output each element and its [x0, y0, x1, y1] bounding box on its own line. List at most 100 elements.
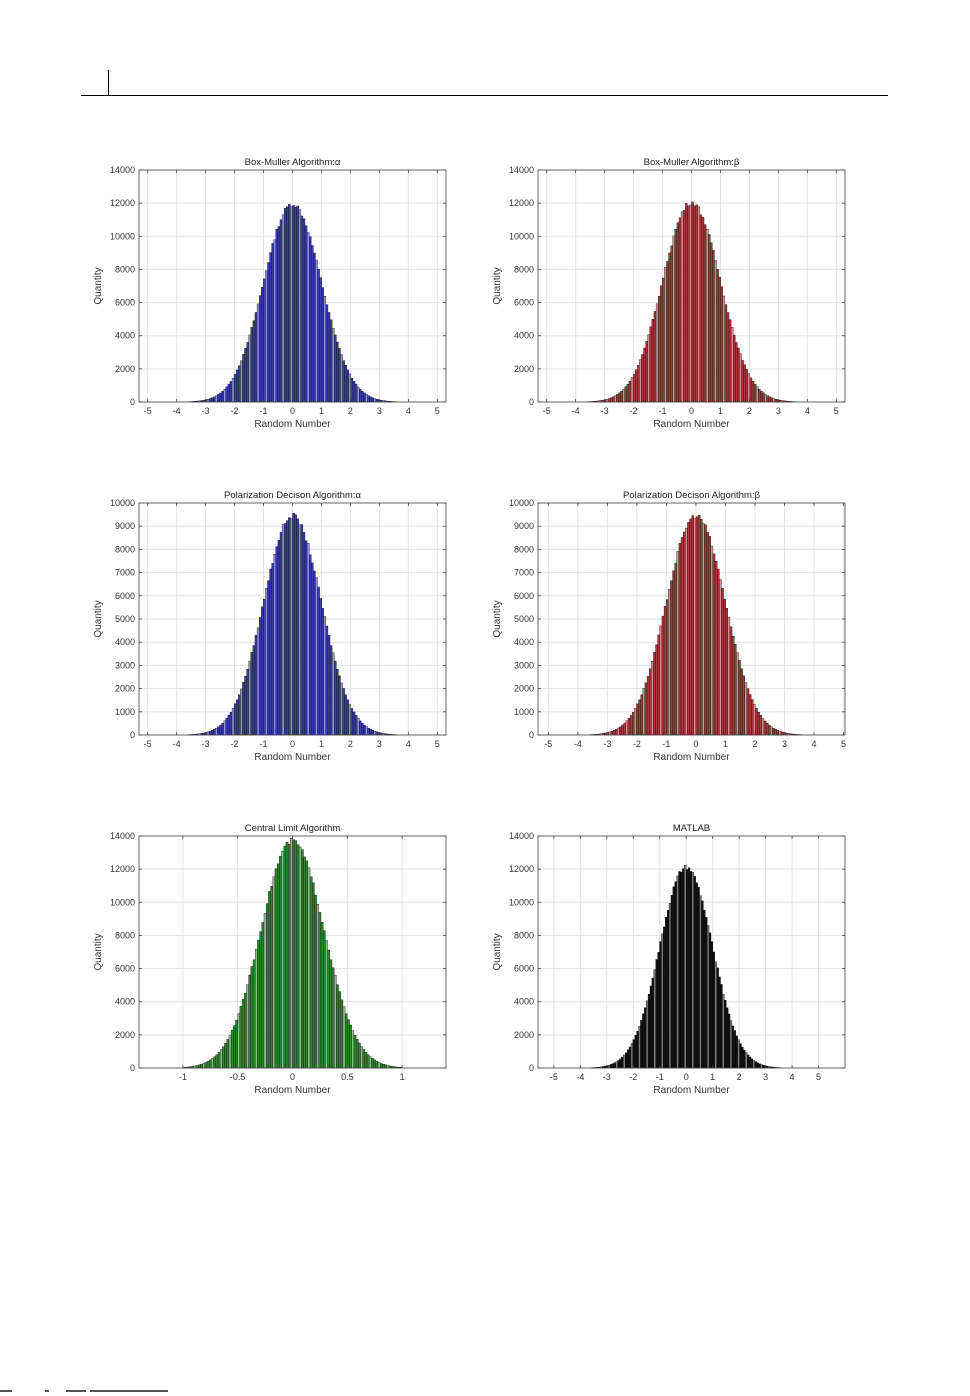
- x-tick-label: 3: [377, 739, 382, 749]
- header-rule: [81, 95, 888, 96]
- x-tick-label: -2: [633, 739, 641, 749]
- y-tick-label: 0: [130, 397, 135, 407]
- x-tick-label: 4: [406, 739, 411, 749]
- y-tick-label: 4000: [115, 997, 135, 1007]
- x-tick-label: -3: [202, 739, 210, 749]
- y-tick-label: 14000: [110, 165, 135, 175]
- x-tick-label: 5: [841, 739, 846, 749]
- x-tick-label: -4: [574, 739, 582, 749]
- x-tick-label: 5: [435, 406, 440, 416]
- y-tick-label: 6000: [115, 964, 135, 974]
- x-tick-label: 0: [290, 406, 295, 416]
- y-tick-label: 2000: [115, 364, 135, 374]
- x-tick-label: 2: [752, 739, 757, 749]
- x-tick-label: -0.5: [230, 1072, 246, 1082]
- histogram-bars: [590, 864, 782, 1069]
- x-tick-label: 0: [684, 1072, 689, 1082]
- y-tick-label: 8000: [115, 930, 135, 940]
- x-tick-label: 0: [693, 739, 698, 749]
- x-tick-label: 0: [290, 739, 295, 749]
- x-tick-label: -5: [544, 739, 552, 749]
- y-tick-label: 10000: [110, 897, 135, 907]
- y-tick-label: 14000: [509, 831, 534, 841]
- x-tick-label: -2: [629, 1072, 637, 1082]
- x-tick-label: 3: [782, 739, 787, 749]
- x-tick-label: 2: [348, 739, 353, 749]
- x-tick-label: 0: [290, 1072, 295, 1082]
- y-tick-label: 2000: [115, 684, 135, 694]
- y-axis-label: Quantity: [492, 933, 503, 970]
- x-tick-label: 0: [689, 406, 694, 416]
- x-axis-label: Random Number: [254, 1085, 331, 1096]
- x-tick-label: -5: [543, 406, 551, 416]
- x-tick-label: 4: [805, 406, 810, 416]
- y-tick-label: 6000: [115, 591, 135, 601]
- histogram-pd_beta: -5 -4 -3 -2 -1 0 1 2 3 4 5 0 1000 2000 3000 4000 5000 600…: [478, 483, 865, 775]
- x-tick-label: 1: [718, 406, 723, 416]
- y-tick-label: 2000: [115, 1030, 135, 1040]
- x-tick-label: -3: [601, 406, 609, 416]
- x-tick-label: 1: [319, 739, 324, 749]
- y-tick-label: 8000: [514, 930, 534, 940]
- y-tick-label: 0: [130, 730, 135, 740]
- chart-title: Central Limit Algorithm: [245, 823, 341, 834]
- x-tick-label: 1: [319, 406, 324, 416]
- x-tick-label: 5: [816, 1072, 821, 1082]
- histogram-clt: -1 -0.5 0 0.5 1 0 2000 4000 6000 8000 10000 12000 14…: [79, 816, 466, 1108]
- y-tick-label: 8000: [115, 264, 135, 274]
- y-tick-label: 7000: [514, 568, 534, 578]
- y-axis-label: Quantity: [93, 933, 104, 970]
- x-tick-label: 3: [763, 1072, 768, 1082]
- y-tick-label: 5000: [115, 614, 135, 624]
- x-tick-label: -5: [144, 739, 152, 749]
- x-tick-label: -3: [202, 406, 210, 416]
- x-tick-label: -3: [603, 739, 611, 749]
- y-tick-label: 4000: [514, 997, 534, 1007]
- x-tick-label: 2: [737, 1072, 742, 1082]
- x-tick-label: -1: [656, 1072, 664, 1082]
- x-tick-label: -5: [550, 1072, 558, 1082]
- x-tick-label: 3: [377, 406, 382, 416]
- y-tick-label: 10000: [110, 231, 135, 241]
- y-tick-label: 4000: [115, 637, 135, 647]
- histogram-bm_beta: -5 -4 -3 -2 -1 0 1 2 3 4 5 0 2000 4000 6000 8000 10000 12…: [478, 150, 865, 442]
- y-tick-label: 0: [529, 1063, 534, 1073]
- x-tick-label: -2: [231, 739, 239, 749]
- y-tick-label: 1000: [115, 707, 135, 717]
- y-tick-label: 6000: [514, 964, 534, 974]
- y-tick-label: 12000: [110, 864, 135, 874]
- x-tick-label: -4: [572, 406, 580, 416]
- y-tick-label: 2000: [514, 364, 534, 374]
- x-axis-label: Random Number: [254, 419, 331, 430]
- x-tick-label: 1: [710, 1072, 715, 1082]
- y-tick-label: 10000: [509, 897, 534, 907]
- x-tick-label: -1: [260, 739, 268, 749]
- y-tick-label: 0: [529, 397, 534, 407]
- y-tick-label: 9000: [115, 521, 135, 531]
- chart-title: Polarization Decison Algorithm:α: [224, 490, 361, 501]
- x-tick-label: -1: [659, 406, 667, 416]
- y-tick-label: 1000: [514, 707, 534, 717]
- y-tick-label: 14000: [509, 165, 534, 175]
- x-tick-label: -1: [260, 406, 268, 416]
- x-tick-label: 4: [811, 739, 816, 749]
- y-tick-label: 0: [529, 730, 534, 740]
- y-tick-label: 9000: [514, 521, 534, 531]
- x-axis-label: Random Number: [653, 419, 730, 430]
- y-tick-label: 10000: [509, 231, 534, 241]
- x-tick-label: 0.5: [341, 1072, 354, 1082]
- y-tick-label: 14000: [110, 831, 135, 841]
- x-tick-label: 4: [790, 1072, 795, 1082]
- y-tick-label: 10000: [110, 498, 135, 508]
- y-tick-label: 12000: [110, 198, 135, 208]
- x-tick-label: 3: [776, 406, 781, 416]
- y-tick-label: 5000: [514, 614, 534, 624]
- histogram-bm_alpha: -5 -4 -3 -2 -1 0 1 2 3 4 5 0 2000 4000 6000 8000 10000 12…: [79, 150, 466, 442]
- header-tick-mark: [108, 70, 109, 96]
- y-tick-label: 4000: [514, 331, 534, 341]
- histogram-bars: [587, 201, 796, 403]
- y-tick-label: 4000: [115, 331, 135, 341]
- x-tick-label: 5: [435, 739, 440, 749]
- y-tick-label: 2000: [514, 684, 534, 694]
- chart-title: MATLAB: [673, 823, 710, 834]
